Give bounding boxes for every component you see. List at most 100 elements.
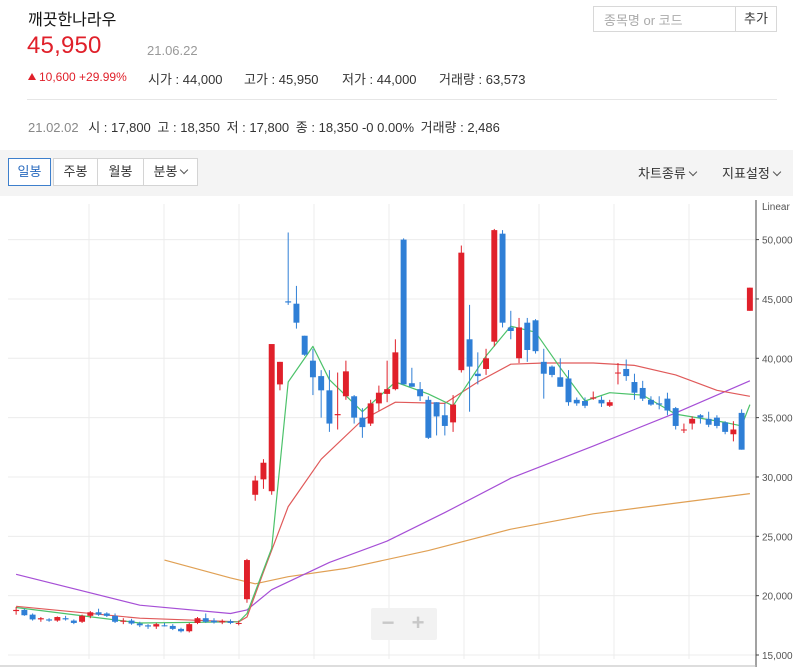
candle — [334, 372, 341, 430]
candle — [87, 611, 94, 619]
tab-daily[interactable]: 일봉 — [8, 158, 51, 186]
candle — [342, 360, 349, 400]
tab-minute-label: 분봉 — [153, 164, 178, 179]
candle-body — [375, 392, 382, 404]
candle — [532, 319, 539, 354]
candle — [730, 421, 737, 442]
candle-body — [268, 344, 275, 492]
candle — [29, 613, 36, 621]
candle-body — [112, 615, 119, 622]
candle — [507, 310, 514, 340]
prev-close: 종 : 18,350 -0 0.00% — [295, 120, 414, 135]
candle-body — [54, 617, 61, 621]
y-tick-label: 30,000 — [762, 473, 793, 484]
candle — [474, 352, 481, 385]
candle — [557, 358, 564, 387]
candle-body — [359, 417, 366, 428]
candle — [656, 396, 663, 410]
candle — [169, 624, 176, 631]
candle-body — [450, 404, 457, 423]
candle — [417, 382, 424, 402]
stat-high: 고가 : 45,950 — [244, 72, 319, 87]
candle-body — [598, 399, 605, 404]
candle-body — [186, 624, 193, 632]
add-button[interactable]: 추가 — [736, 6, 777, 32]
candle — [103, 612, 110, 618]
price-chart[interactable]: Linear 15,000 20,000 25,000 30,000 35,000 40,0… — [0, 196, 793, 667]
candle-body — [540, 361, 547, 374]
candle — [491, 228, 498, 347]
candle — [243, 558, 250, 603]
candle — [458, 245, 465, 373]
candle — [186, 622, 193, 633]
candle-body — [664, 398, 671, 411]
candle — [664, 392, 671, 416]
indicator-label: 지표설정 — [722, 166, 770, 181]
candle — [689, 416, 696, 430]
candle-body — [474, 373, 481, 377]
prev-low: 저 : 17,800 — [226, 120, 290, 135]
candle-body — [103, 613, 110, 616]
change-percent: +29.99% — [79, 70, 127, 84]
candle-body — [79, 615, 86, 622]
stat-open: 시가 : 44,000 — [148, 72, 223, 87]
candle-body — [13, 609, 20, 612]
candle — [623, 359, 630, 381]
zoom-in-button[interactable]: + — [411, 610, 425, 635]
candle-body — [590, 397, 597, 399]
candle — [202, 613, 209, 623]
chevron-down-icon — [180, 165, 189, 175]
candle-body — [21, 609, 28, 616]
candle — [565, 370, 572, 406]
tab-monthly[interactable]: 월봉 — [97, 158, 144, 186]
prev-volume: 거래량 : 2,486 — [420, 120, 500, 135]
candle-body — [639, 387, 646, 399]
y-tick-label: 20,000 — [762, 592, 793, 603]
candle-body — [722, 422, 729, 432]
candle — [120, 618, 127, 625]
candle-body — [285, 301, 292, 303]
tab-weekly[interactable]: 주봉 — [53, 158, 98, 186]
candle-body — [128, 620, 135, 624]
candle — [178, 627, 184, 633]
candle — [62, 615, 69, 621]
chart-type-menu[interactable]: 차트종류 — [638, 163, 698, 182]
candle — [450, 395, 457, 432]
candle — [351, 395, 358, 424]
candle-body — [235, 622, 242, 624]
ma5-line — [16, 325, 751, 624]
candle — [524, 317, 531, 362]
candle — [260, 459, 267, 489]
candle-body — [293, 303, 300, 323]
candle-body — [243, 560, 250, 600]
candle-body — [689, 418, 696, 424]
candle-body — [202, 618, 209, 622]
candle-body — [614, 372, 621, 374]
candle-body — [219, 621, 226, 623]
candle — [680, 423, 687, 434]
candle-body — [466, 339, 473, 367]
indicator-menu[interactable]: 지표설정 — [722, 163, 782, 182]
candle — [309, 348, 316, 396]
candle-body — [70, 620, 77, 623]
price-date: 21.06.22 — [147, 43, 198, 58]
up-arrow-icon — [28, 73, 36, 80]
candle — [153, 622, 160, 629]
zoom-out-button[interactable]: − — [381, 610, 395, 635]
stat-low: 저가 : 44,000 — [342, 72, 417, 87]
tab-minute[interactable]: 분봉 — [143, 158, 198, 186]
candle — [211, 618, 217, 624]
candle-body — [524, 322, 531, 350]
candle — [145, 624, 152, 629]
candle — [235, 620, 242, 626]
candle-body — [309, 360, 316, 378]
candle — [276, 361, 283, 391]
candle-body — [516, 327, 523, 359]
search-input[interactable] — [602, 8, 726, 32]
candle — [136, 621, 143, 628]
candle-body — [746, 287, 753, 311]
candle-body — [29, 614, 36, 620]
candle-body — [499, 233, 506, 323]
candle — [483, 348, 490, 375]
candle — [614, 363, 621, 385]
